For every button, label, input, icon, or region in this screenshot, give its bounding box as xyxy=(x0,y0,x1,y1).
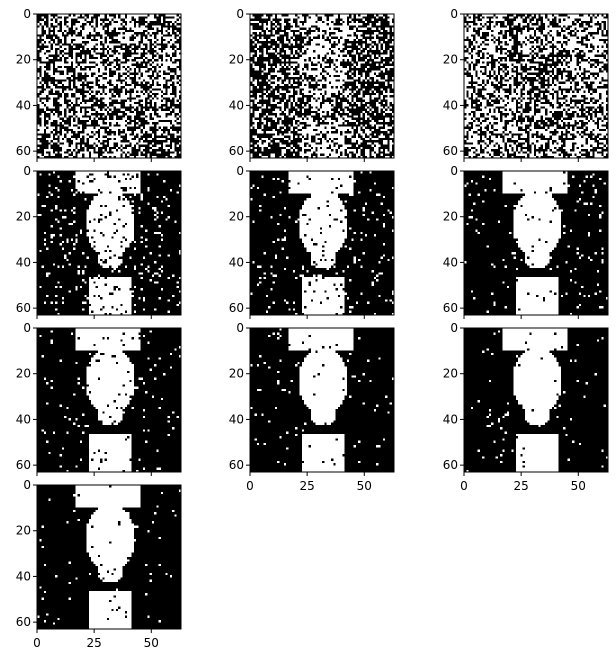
panel-frame-7 xyxy=(36,327,182,473)
ytick-label: 40 xyxy=(16,569,31,583)
panel-frame-4 xyxy=(36,170,182,316)
panel-image-9 xyxy=(464,328,608,472)
ytick-label: 0 xyxy=(23,7,31,21)
ytick-label: 0 xyxy=(236,164,244,178)
xtick-label: 50 xyxy=(357,479,372,493)
ytick-label: 40 xyxy=(16,98,31,112)
ytick-label: 0 xyxy=(236,7,244,21)
ytick-label: 0 xyxy=(450,321,458,335)
ytick-label: 40 xyxy=(229,412,244,426)
panel-image-4 xyxy=(37,171,181,315)
panel-1: 0 20 40 60 xyxy=(16,7,182,162)
ytick-label: 60 xyxy=(229,458,244,472)
ytick-label: 20 xyxy=(229,210,244,224)
ytick-label: 20 xyxy=(229,367,244,381)
xtick-label: 0 xyxy=(460,479,468,493)
panel-frame-1 xyxy=(36,13,182,159)
ytick-label: 60 xyxy=(443,301,458,315)
ytick-label: 0 xyxy=(23,164,31,178)
ytick-label: 60 xyxy=(16,301,31,315)
ytick-label: 20 xyxy=(16,524,31,538)
ytick-label: 0 xyxy=(23,321,31,335)
panel-frame-5 xyxy=(249,170,395,316)
ytick-label: 60 xyxy=(229,301,244,315)
panel-frame-2 xyxy=(249,13,395,159)
ytick-label: 40 xyxy=(443,255,458,269)
xtick-label: 0 xyxy=(33,636,41,650)
ytick-label: 0 xyxy=(450,164,458,178)
panel-7: 0 20 40 60 xyxy=(16,321,182,476)
panel-image-8 xyxy=(250,328,394,472)
panel-image-7 xyxy=(37,328,181,472)
panel-image-2 xyxy=(250,14,394,158)
panel-6: 0 20 40 60 xyxy=(443,164,609,319)
panel-image-10 xyxy=(37,485,181,629)
xtick-label: 25 xyxy=(87,636,102,650)
ytick-label: 60 xyxy=(16,615,31,629)
panel-frame-10 xyxy=(36,484,182,630)
panel-2: 0 20 40 60 xyxy=(229,7,395,162)
ytick-label: 40 xyxy=(16,255,31,269)
panel-3: 0 20 40 60 xyxy=(443,7,609,162)
ytick-label: 20 xyxy=(16,53,31,67)
xtick-label: 50 xyxy=(571,479,586,493)
ytick-label: 20 xyxy=(229,53,244,67)
ytick-label: 0 xyxy=(23,478,31,492)
ytick-label: 0 xyxy=(450,7,458,21)
ytick-label: 60 xyxy=(16,144,31,158)
ytick-label: 60 xyxy=(443,144,458,158)
panel-frame-9 xyxy=(463,327,609,473)
ytick-label: 20 xyxy=(443,367,458,381)
ytick-label: 40 xyxy=(229,255,244,269)
ytick-label: 40 xyxy=(16,412,31,426)
panel-image-3 xyxy=(464,14,608,158)
ytick-label: 20 xyxy=(16,367,31,381)
ytick-label: 40 xyxy=(443,98,458,112)
xtick-label: 0 xyxy=(246,479,254,493)
panel-image-5 xyxy=(250,171,394,315)
panel-5: 0 20 40 60 xyxy=(229,164,395,319)
ytick-label: 40 xyxy=(443,412,458,426)
panel-4: 0 20 40 60 xyxy=(16,164,182,319)
ytick-label: 20 xyxy=(443,53,458,67)
panel-image-6 xyxy=(464,171,608,315)
panel-frame-3 xyxy=(463,13,609,159)
xtick-label: 25 xyxy=(300,479,315,493)
ytick-label: 20 xyxy=(443,210,458,224)
ytick-label: 60 xyxy=(16,458,31,472)
ytick-label: 40 xyxy=(229,98,244,112)
xtick-label: 50 xyxy=(144,636,159,650)
ytick-label: 20 xyxy=(16,210,31,224)
panel-image-1 xyxy=(37,14,181,158)
xtick-label: 25 xyxy=(514,479,529,493)
panel-frame-8 xyxy=(249,327,395,473)
panel-frame-6 xyxy=(463,170,609,316)
ytick-label: 60 xyxy=(443,458,458,472)
ytick-label: 60 xyxy=(229,144,244,158)
ytick-label: 0 xyxy=(236,321,244,335)
